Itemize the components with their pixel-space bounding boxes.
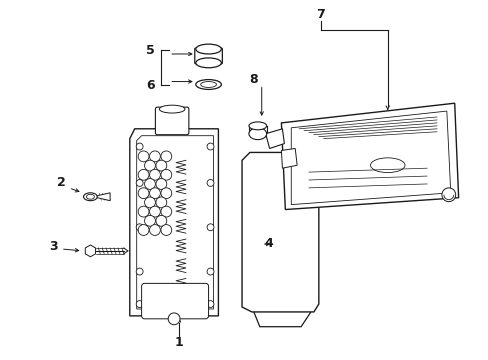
Polygon shape <box>85 245 95 257</box>
FancyBboxPatch shape <box>155 107 188 135</box>
Ellipse shape <box>83 193 97 201</box>
Polygon shape <box>242 152 318 312</box>
Circle shape <box>136 143 143 150</box>
Circle shape <box>144 215 155 226</box>
Circle shape <box>156 160 166 171</box>
Circle shape <box>156 197 166 208</box>
Circle shape <box>206 301 214 307</box>
Ellipse shape <box>86 194 94 199</box>
Text: 4: 4 <box>264 238 273 251</box>
Circle shape <box>156 179 166 189</box>
Polygon shape <box>281 103 458 210</box>
FancyBboxPatch shape <box>194 48 222 64</box>
Circle shape <box>168 313 180 325</box>
Circle shape <box>161 225 171 235</box>
Circle shape <box>149 188 160 199</box>
Ellipse shape <box>248 122 266 130</box>
Text: 1: 1 <box>174 336 183 349</box>
FancyBboxPatch shape <box>142 283 208 319</box>
Polygon shape <box>265 129 284 148</box>
Circle shape <box>149 151 160 162</box>
Ellipse shape <box>159 105 184 113</box>
Polygon shape <box>129 129 218 316</box>
Circle shape <box>144 160 155 171</box>
Circle shape <box>136 268 143 275</box>
Circle shape <box>138 151 149 162</box>
Circle shape <box>136 301 143 307</box>
Circle shape <box>136 224 143 231</box>
Circle shape <box>206 268 214 275</box>
Circle shape <box>156 215 166 226</box>
Circle shape <box>144 179 155 189</box>
Ellipse shape <box>195 80 221 89</box>
Circle shape <box>138 225 149 235</box>
Text: 3: 3 <box>49 240 57 253</box>
Circle shape <box>206 143 214 150</box>
Circle shape <box>161 151 171 162</box>
Circle shape <box>138 206 149 217</box>
Circle shape <box>441 188 455 202</box>
Circle shape <box>138 188 149 199</box>
Ellipse shape <box>200 82 216 87</box>
Text: 6: 6 <box>145 79 154 92</box>
Circle shape <box>149 206 160 217</box>
Circle shape <box>144 197 155 208</box>
Circle shape <box>136 180 143 186</box>
Circle shape <box>138 169 149 180</box>
Polygon shape <box>281 148 297 168</box>
Circle shape <box>206 224 214 231</box>
Ellipse shape <box>248 128 266 140</box>
Circle shape <box>206 180 214 186</box>
Text: 7: 7 <box>316 8 325 21</box>
Circle shape <box>149 169 160 180</box>
Circle shape <box>161 206 171 217</box>
Circle shape <box>161 188 171 199</box>
Ellipse shape <box>195 44 221 54</box>
Polygon shape <box>97 193 110 201</box>
Ellipse shape <box>195 58 221 68</box>
Text: 2: 2 <box>57 176 65 189</box>
Circle shape <box>161 169 171 180</box>
Text: 8: 8 <box>249 73 257 86</box>
Text: 5: 5 <box>145 44 154 57</box>
Circle shape <box>149 225 160 235</box>
